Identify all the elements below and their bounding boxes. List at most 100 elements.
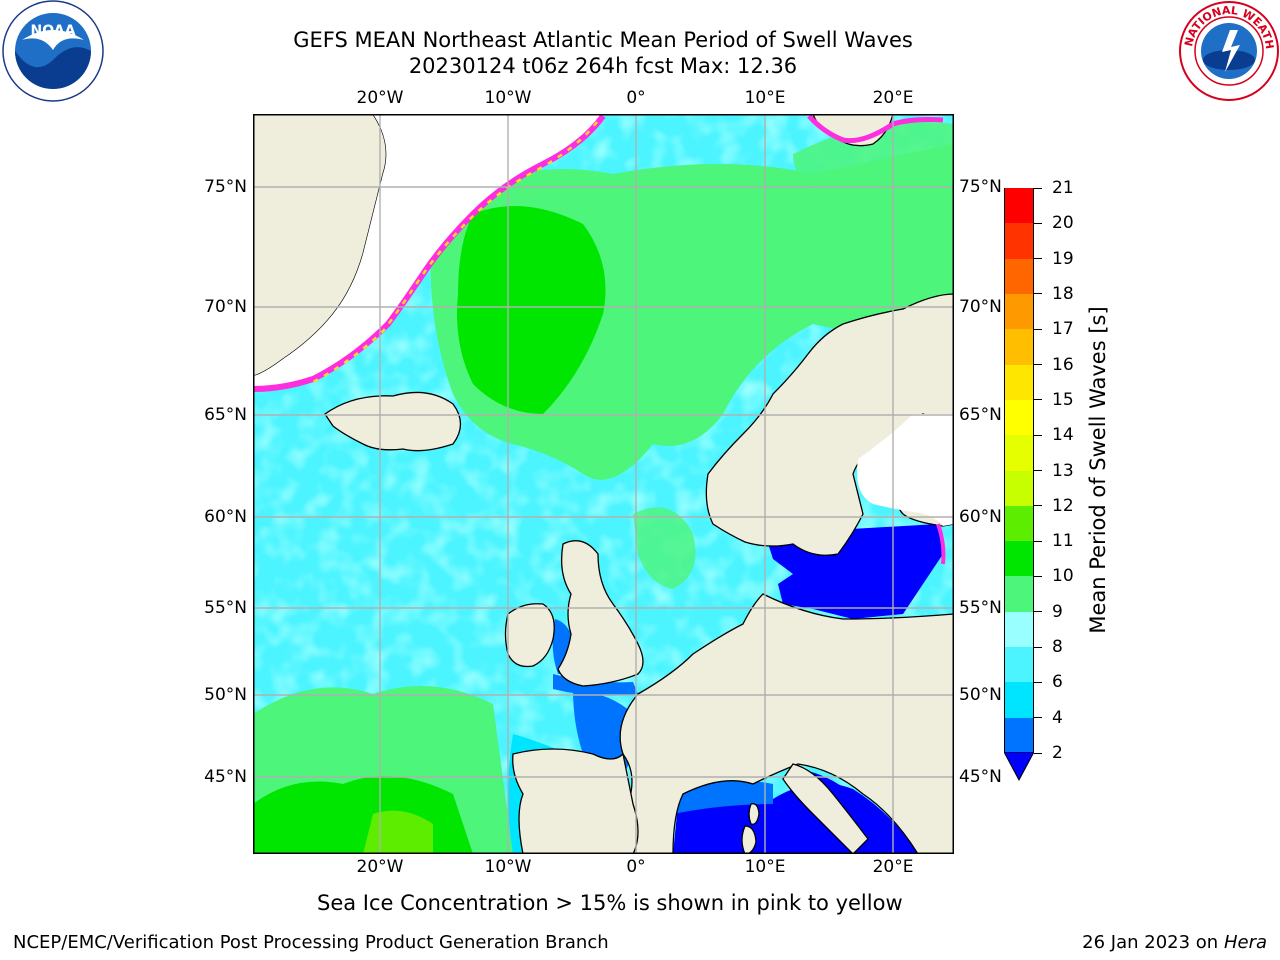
colorbar-tick-label: 8 bbox=[1052, 637, 1063, 658]
greenland-land bbox=[253, 114, 387, 377]
lon-tick-bottom: 20°W bbox=[356, 857, 404, 877]
lat-tick-left: 65°N bbox=[204, 405, 247, 425]
lat-tick-right: 55°N bbox=[959, 598, 1002, 618]
coastal-2-4-gibraltar bbox=[673, 780, 773, 814]
colorbar-segment bbox=[1005, 258, 1033, 295]
colorbar-tick-mark bbox=[1034, 470, 1042, 471]
colorbar-tick-mark bbox=[1034, 646, 1042, 648]
italy-land bbox=[782, 763, 869, 854]
lon-tick-top: 20°W bbox=[356, 88, 404, 108]
colorbar-segment bbox=[1005, 188, 1033, 224]
lat-tick-left: 45°N bbox=[204, 767, 247, 787]
lon-tick-bottom: 10°W bbox=[484, 857, 532, 877]
noaa-logo-text: NOAA bbox=[31, 23, 76, 39]
lon-tick-top: 10°E bbox=[744, 88, 786, 108]
footer-left: NCEP/EMC/Verification Post Processing Pr… bbox=[13, 932, 609, 953]
colorbar-segment bbox=[1005, 293, 1033, 330]
lat-tick-right: 60°N bbox=[959, 507, 1002, 527]
colorbar-segment bbox=[1005, 505, 1033, 542]
swell-region-9-10-northsea bbox=[633, 507, 696, 589]
colorbar-segment bbox=[1005, 682, 1033, 719]
colorbar-tick-label: 10 bbox=[1052, 566, 1074, 587]
noaa-logo: NOAA bbox=[2, 0, 104, 102]
lat-tick-left: 50°N bbox=[204, 685, 247, 705]
colorbar-tick-mark bbox=[1034, 540, 1042, 542]
colorbar bbox=[1004, 188, 1034, 754]
colorbar-tick-mark bbox=[1034, 399, 1042, 401]
lat-tick-left: 75°N bbox=[204, 177, 247, 197]
lat-tick-right: 50°N bbox=[959, 685, 1002, 705]
colorbar-segment bbox=[1005, 541, 1033, 577]
lat-tick-left: 70°N bbox=[204, 297, 247, 317]
graticule bbox=[253, 114, 954, 854]
colorbar-tick-label: 4 bbox=[1052, 707, 1063, 728]
sea-ice-svalbard bbox=[807, 114, 944, 144]
colorbar-tick-label: 14 bbox=[1052, 425, 1074, 446]
map-panel bbox=[253, 114, 954, 854]
sardinia-land bbox=[741, 825, 757, 854]
great-britain-land bbox=[557, 540, 644, 687]
colorbar-tick-label: 18 bbox=[1052, 283, 1074, 304]
lon-tick-bottom: 0° bbox=[626, 857, 646, 877]
colorbar-segment bbox=[1005, 364, 1033, 401]
colorbar-segment bbox=[1005, 329, 1033, 366]
colorbar-tick-label: 20 bbox=[1052, 213, 1074, 234]
map-border bbox=[253, 114, 954, 854]
colorbar-tick-mark bbox=[1034, 364, 1042, 366]
lat-tick-right: 45°N bbox=[959, 767, 1002, 787]
colorbar-tick-label: 11 bbox=[1052, 531, 1074, 552]
lat-tick-right: 75°N bbox=[959, 177, 1002, 197]
colorbar-segment bbox=[1005, 576, 1033, 613]
colorbar-tick-label: 12 bbox=[1052, 495, 1074, 516]
colorbar-tick-mark bbox=[1034, 575, 1042, 577]
colorbar-tick-label: 15 bbox=[1052, 389, 1074, 410]
colorbar-label: Mean Period of Swell Waves [s] bbox=[1086, 306, 1110, 634]
colorbar-tick-label: 17 bbox=[1052, 319, 1074, 340]
sea-ice-bothnia bbox=[857, 414, 954, 526]
colorbar-tick-mark bbox=[1034, 187, 1042, 189]
lon-tick-top: 10°W bbox=[484, 88, 532, 108]
colorbar-segment bbox=[1005, 470, 1033, 507]
sea-ice-bothnia-edge bbox=[936, 523, 946, 565]
chart-title: GEFS MEAN Northeast Atlantic Mean Period… bbox=[0, 27, 1206, 79]
colorbar-tick-label: 19 bbox=[1052, 248, 1074, 269]
title-line-1: GEFS MEAN Northeast Atlantic Mean Period… bbox=[293, 28, 913, 52]
colorbar-tick-mark bbox=[1034, 717, 1042, 719]
map-canvas bbox=[253, 114, 954, 854]
colorbar-tick-label: 13 bbox=[1052, 460, 1074, 481]
footer-date: 26 Jan 2023 on bbox=[1082, 932, 1224, 953]
ireland-land bbox=[504, 603, 555, 668]
title-line-2: 20230124 t06z 264h fcst Max: 12.36 bbox=[408, 54, 798, 78]
colorbar-tick-label: 21 bbox=[1052, 178, 1074, 198]
nws-logo: NATIONAL WEATHER SERVICE bbox=[1174, 0, 1280, 102]
colorbar-tick-mark bbox=[1034, 611, 1042, 613]
footer-host: Hera bbox=[1223, 932, 1267, 953]
colorbar-segment bbox=[1005, 223, 1033, 260]
colorbar-segment bbox=[1005, 435, 1033, 471]
lon-tick-bottom: 20°E bbox=[872, 857, 914, 877]
colorbar-segment bbox=[1005, 399, 1033, 436]
lon-tick-top: 0° bbox=[626, 88, 646, 108]
lat-tick-left: 60°N bbox=[204, 507, 247, 527]
colorbar-tick-mark bbox=[1034, 222, 1042, 224]
iberia-land bbox=[512, 748, 639, 854]
colorbar-tick-mark bbox=[1034, 752, 1042, 754]
colorbar-tick-mark bbox=[1034, 258, 1042, 260]
sea-ice-white bbox=[253, 114, 603, 389]
colorbar-under-arrow bbox=[1004, 752, 1034, 782]
sea-ice-note: Sea Ice Concentration > 15% is shown in … bbox=[317, 891, 903, 915]
colorbar-tick-mark bbox=[1034, 505, 1042, 507]
lon-tick-top: 20°E bbox=[872, 88, 914, 108]
iceland-land bbox=[324, 391, 462, 452]
lat-tick-right: 70°N bbox=[959, 297, 1002, 317]
colorbar-tick-mark bbox=[1034, 434, 1042, 436]
colorbar-tick-label: 6 bbox=[1052, 672, 1063, 693]
lat-tick-left: 55°N bbox=[204, 598, 247, 618]
lat-tick-right: 65°N bbox=[959, 405, 1002, 425]
colorbar-segment bbox=[1005, 611, 1033, 648]
colorbar-tick-mark bbox=[1034, 293, 1042, 295]
lon-tick-bottom: 10°E bbox=[744, 857, 786, 877]
swell-region-9-10-north bbox=[793, 122, 954, 214]
footer-right: 26 Jan 2023 on Hera bbox=[1082, 932, 1267, 953]
colorbar-segment bbox=[1005, 647, 1033, 683]
